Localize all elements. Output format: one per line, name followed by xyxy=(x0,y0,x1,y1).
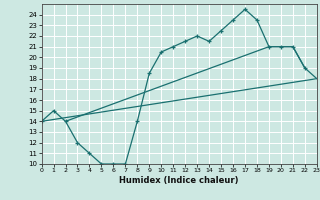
X-axis label: Humidex (Indice chaleur): Humidex (Indice chaleur) xyxy=(119,176,239,185)
